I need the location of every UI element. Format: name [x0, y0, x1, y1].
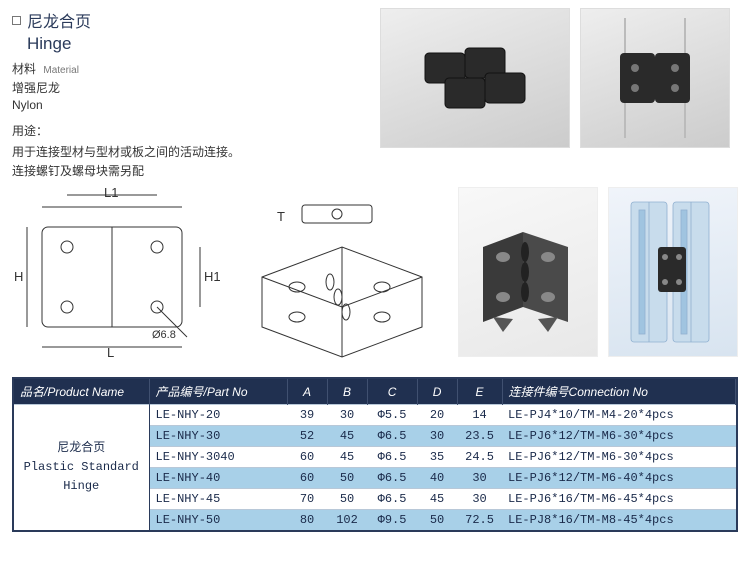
dim-H: H	[14, 269, 23, 284]
dim-H1: H1	[204, 269, 221, 284]
cell-A: 39	[287, 405, 327, 426]
table-header: 品名/Product Name 产品编号/Part No A B C D E 连…	[14, 379, 736, 405]
cell-conn: LE-PJ8*16/TM-M8-45*4pcs	[502, 510, 735, 531]
material-value-en: Nylon	[12, 98, 372, 112]
cell-E: 72.5	[457, 510, 502, 531]
cell-A: 70	[287, 489, 327, 510]
product-name-en2: Hinge	[20, 477, 143, 496]
use-line1: 用于连接型材与型材或板之间的活动连接。	[12, 143, 372, 160]
cell-E: 30	[457, 489, 502, 510]
th-D: D	[417, 379, 457, 405]
dim-hole: Ø6.8	[152, 329, 176, 341]
cell-B: 50	[327, 489, 367, 510]
technical-drawing-front: L1 L H H1 Ø6.8	[12, 187, 222, 365]
page-root: 尼龙合页 Hinge 材料 Material 增强尼龙 Nylon 用途： 用于…	[0, 0, 750, 576]
cell-A: 52	[287, 426, 327, 447]
cell-D: 40	[417, 468, 457, 489]
cell-D: 30	[417, 426, 457, 447]
material-label-cn: 材料	[12, 62, 36, 76]
material-value-cn: 增强尼龙	[12, 79, 372, 96]
cell-B: 102	[327, 510, 367, 531]
cell-A: 60	[287, 468, 327, 489]
th-conn: 连接件编号Connection No	[502, 379, 735, 405]
cell-A: 60	[287, 447, 327, 468]
cell-B: 45	[327, 426, 367, 447]
use-line2: 连接螺钉及螺母块需另配	[12, 162, 372, 179]
use-label: 用途：	[12, 122, 372, 139]
cell-conn: LE-PJ6*12/TM-M6-30*4pcs	[502, 447, 735, 468]
cell-D: 50	[417, 510, 457, 531]
product-name-cell: 尼龙合页 Plastic Standard Hinge	[14, 405, 149, 531]
cell-partno: LE-NHY-45	[149, 489, 287, 510]
title-bullet-icon	[12, 16, 21, 25]
header-text-block: 尼龙合页 Hinge 材料 Material 增强尼龙 Nylon 用途： 用于…	[12, 8, 372, 181]
table-row: 尼龙合页 Plastic Standard Hinge LE-NHY-20 39…	[14, 405, 736, 426]
dim-L1: L1	[104, 185, 118, 200]
product-photo-1	[380, 8, 570, 148]
th-name: 品名/Product Name	[14, 379, 149, 405]
cell-partno: LE-NHY-30	[149, 426, 287, 447]
product-name-en1: Plastic Standard	[20, 458, 143, 477]
cell-conn: LE-PJ6*12/TM-M6-40*4pcs	[502, 468, 735, 489]
diagram-area: L1 L H H1 Ø6.8 T	[12, 187, 738, 365]
cell-B: 45	[327, 447, 367, 468]
material-label-row: 材料 Material	[12, 60, 372, 77]
cell-B: 30	[327, 405, 367, 426]
cell-conn: LE-PJ4*10/TM-M4-20*4pcs	[502, 405, 735, 426]
cell-C: Φ6.5	[367, 468, 417, 489]
product-name-cn: 尼龙合页	[20, 439, 143, 458]
cell-C: Φ5.5	[367, 405, 417, 426]
cell-A: 80	[287, 510, 327, 531]
title-row: 尼龙合页	[12, 8, 372, 32]
render-profile	[608, 187, 738, 357]
cell-D: 35	[417, 447, 457, 468]
cell-E: 24.5	[457, 447, 502, 468]
title-cn: 尼龙合页	[27, 8, 91, 32]
th-A: A	[287, 379, 327, 405]
th-C: C	[367, 379, 417, 405]
technical-drawing-iso: T	[222, 187, 452, 365]
cell-D: 20	[417, 405, 457, 426]
cell-C: Φ6.5	[367, 489, 417, 510]
spec-table: 品名/Product Name 产品编号/Part No A B C D E 连…	[14, 379, 736, 530]
cell-E: 30	[457, 468, 502, 489]
cell-D: 45	[417, 489, 457, 510]
header-section: 尼龙合页 Hinge 材料 Material 增强尼龙 Nylon 用途： 用于…	[12, 8, 738, 181]
dim-T: T	[277, 209, 285, 224]
material-label-en: Material	[43, 65, 79, 76]
cell-E: 23.5	[457, 426, 502, 447]
cell-B: 50	[327, 468, 367, 489]
product-photos	[372, 8, 738, 181]
cell-conn: LE-PJ6*12/TM-M6-30*4pcs	[502, 426, 735, 447]
dim-L: L	[107, 345, 114, 360]
product-photo-2	[580, 8, 730, 148]
cell-conn: LE-PJ6*16/TM-M6-45*4pcs	[502, 489, 735, 510]
render-hinge	[458, 187, 598, 357]
th-B: B	[327, 379, 367, 405]
title-en: Hinge	[27, 34, 372, 54]
cell-partno: LE-NHY-50	[149, 510, 287, 531]
cell-C: Φ6.5	[367, 426, 417, 447]
cell-partno: LE-NHY-20	[149, 405, 287, 426]
table-body: 尼龙合页 Plastic Standard Hinge LE-NHY-20 39…	[14, 405, 736, 531]
cell-C: Φ6.5	[367, 447, 417, 468]
cell-E: 14	[457, 405, 502, 426]
cell-partno: LE-NHY-40	[149, 468, 287, 489]
th-partno: 产品编号/Part No	[149, 379, 287, 405]
cell-C: Φ9.5	[367, 510, 417, 531]
render-images	[452, 187, 738, 365]
spec-table-section: 品名/Product Name 产品编号/Part No A B C D E 连…	[12, 377, 738, 532]
cell-partno: LE-NHY-3040	[149, 447, 287, 468]
th-E: E	[457, 379, 502, 405]
